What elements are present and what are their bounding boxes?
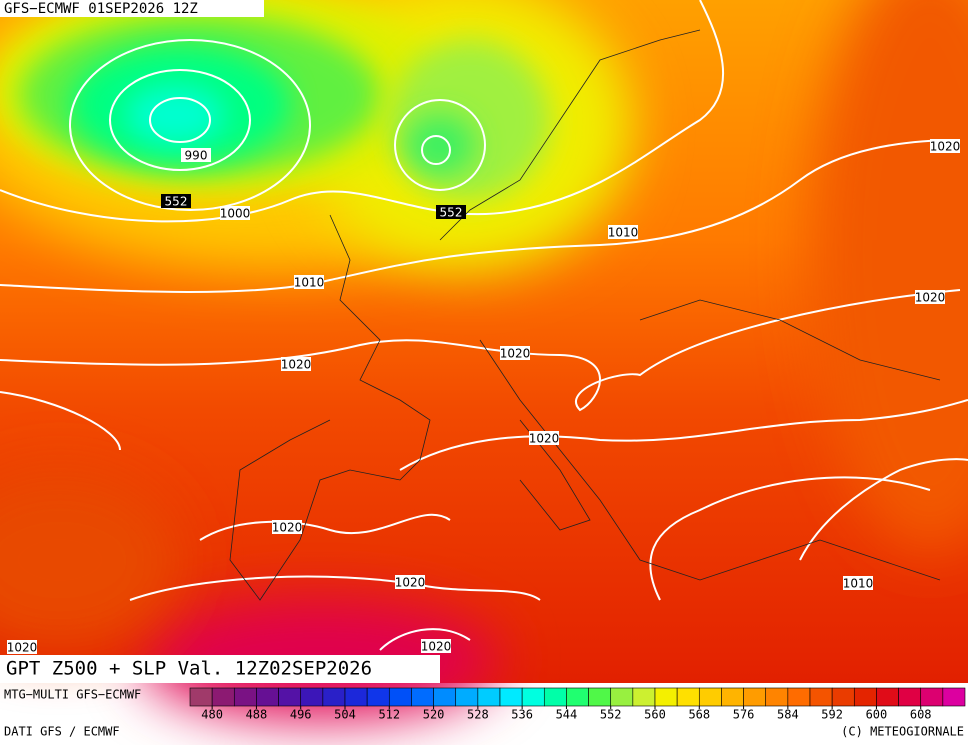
legend-swatch [366, 687, 390, 707]
legend-swatch [654, 687, 678, 707]
legend-tick-label: 608 [910, 708, 932, 722]
isobar-label-box [395, 575, 425, 589]
isobar-labels: 990 552 1000 552 1010 1020 1010 1020 1020 1020 102… [7, 139, 961, 655]
isobar-label-box [915, 290, 945, 304]
legend-tick-label: 496 [290, 708, 312, 722]
legend-swatch [765, 687, 789, 707]
legend-swatch [632, 687, 656, 707]
legend-tick-label: 528 [467, 708, 489, 722]
footer-title-box [0, 655, 440, 683]
isobar-label: 990 [185, 149, 208, 163]
isobar-label: 1010 [843, 577, 874, 591]
isobar-label: 1020 [272, 521, 303, 535]
field [0, 0, 968, 720]
legend-swatch [233, 687, 257, 707]
legend-swatch [566, 687, 589, 707]
legend-swatch [256, 687, 279, 707]
legend-swatch [610, 687, 634, 707]
isobar-label: 1020 [7, 641, 38, 655]
header-title: GFS−ECMWF 01SEP2026 12Z [4, 1, 198, 17]
isobar-label: 1020 [529, 432, 560, 446]
legend-tick-label: 600 [866, 708, 888, 722]
legend-swatch [721, 687, 744, 707]
isobar-label: 552 [165, 195, 188, 209]
legend-swatch [898, 687, 922, 707]
color-legend: 480 488 496 504 512 520 528 536 544 552 560 568 576 5… [189, 687, 966, 722]
isobar-label-box [220, 206, 250, 220]
legend-tick-label: 552 [600, 708, 622, 722]
isobar-label: 1020 [930, 140, 961, 154]
legend-tick-label: 480 [201, 708, 223, 722]
legend-swatch [499, 687, 523, 707]
isobars [0, 0, 968, 650]
isobar-label: 1020 [395, 576, 426, 590]
legend-tick-label: 544 [556, 708, 578, 722]
isobar-label-box [7, 640, 37, 654]
legend-swatch [942, 687, 966, 707]
credit-label: (C) METEOGIORNALE [841, 725, 964, 739]
legend-swatch [521, 687, 545, 707]
legend-swatch [388, 687, 412, 707]
legend-swatch [743, 687, 767, 707]
isobar-label-box [294, 275, 324, 289]
legend-tick-label: 568 [688, 708, 710, 722]
isobar-label-box [421, 639, 451, 653]
isobar-label-box [843, 576, 873, 590]
legend-swatch [477, 687, 501, 707]
legend-swatch [211, 687, 235, 707]
legend-tick-label: 576 [733, 708, 755, 722]
isobar-label-box [500, 346, 530, 360]
legend-swatch [433, 687, 457, 707]
isobar-label-box [161, 194, 191, 208]
footer-title: GPT Z500 + SLP Val. 12Z02SEP2026 [6, 658, 372, 680]
legend-swatch [787, 687, 811, 707]
isobar-label-box [281, 357, 311, 371]
model-label: MTG−MULTI GFS−ECMWF [4, 688, 141, 702]
header-box [0, 0, 264, 17]
isobar-label-box [436, 205, 466, 219]
legend-swatch [588, 687, 612, 707]
legend-tick-label: 584 [777, 708, 799, 722]
source-label: DATI GFS / ECMWF [4, 725, 120, 739]
legend-swatch [322, 687, 346, 707]
legend-swatch [853, 687, 877, 707]
isobar-label-box [608, 225, 638, 239]
legend-swatch [300, 687, 324, 707]
isobar-label: 1020 [421, 640, 452, 654]
legend-tick-label: 520 [423, 708, 445, 722]
legend-tick-label: 560 [644, 708, 666, 722]
legend-tick-label: 512 [378, 708, 400, 722]
isobar-label: 1020 [500, 347, 531, 361]
isobar-label-box [529, 431, 559, 445]
legend-swatch [831, 687, 855, 707]
legend-swatch [411, 687, 434, 707]
coastlines [229, 29, 941, 601]
legend-swatch [676, 687, 700, 707]
isobar-label: 1010 [608, 226, 639, 240]
legend-swatch [344, 687, 368, 707]
legend-tick-label: 488 [246, 708, 268, 722]
isobar-label: 1020 [915, 291, 946, 305]
isobar-label: 1020 [281, 358, 312, 372]
legend-tick-label: 504 [334, 708, 356, 722]
isobar-label: 1010 [294, 276, 325, 290]
isobar-label: 552 [440, 206, 463, 220]
legend-swatch [278, 687, 302, 707]
legend-swatch [543, 687, 567, 707]
isobar-label: 1000 [220, 207, 251, 221]
legend-swatch [876, 687, 899, 707]
legend-swatch [455, 687, 479, 707]
legend-swatch [920, 687, 944, 707]
legend-tick-label: 536 [511, 708, 533, 722]
legend-swatch [698, 687, 722, 707]
legend-swatch [809, 687, 833, 707]
legend-tick-label: 592 [821, 708, 843, 722]
legend-swatch [189, 687, 213, 707]
isobar-label-box [181, 148, 211, 162]
isobar-label-box [930, 139, 960, 153]
isobar-label-box [272, 520, 302, 534]
